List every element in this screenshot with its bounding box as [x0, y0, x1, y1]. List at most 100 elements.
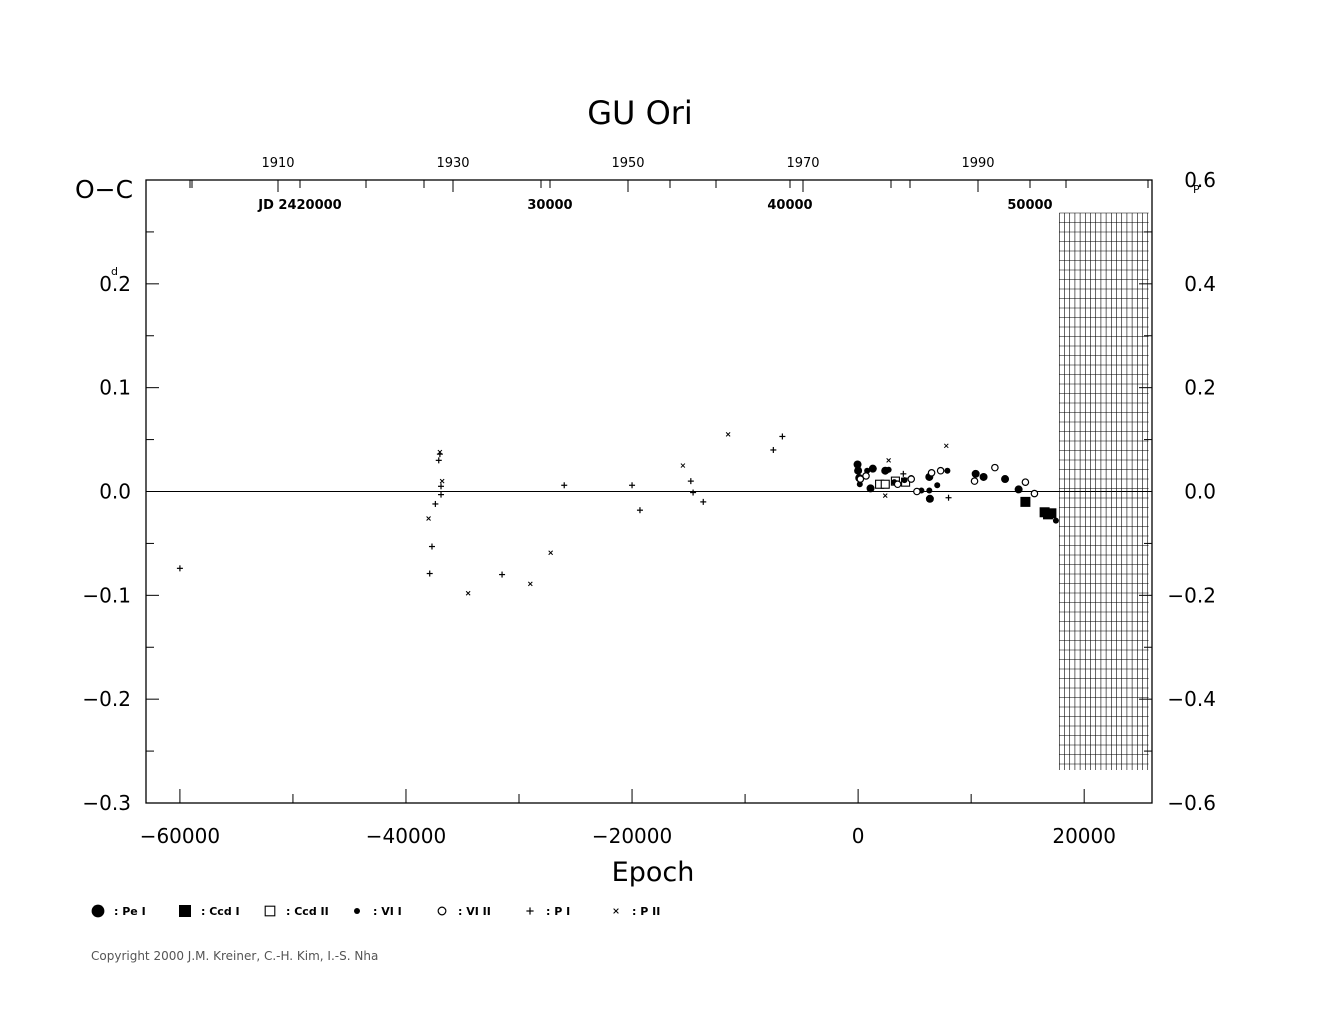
data-point: [527, 581, 533, 587]
y-tick-label: 0.1: [99, 376, 131, 400]
legend-symbol: [91, 904, 105, 918]
data-point: [991, 463, 999, 472]
data-point: [636, 507, 643, 514]
legend-label: : Pe I: [114, 905, 146, 918]
legend-label: : Ccd I: [201, 905, 240, 918]
x-b: [437, 449, 443, 455]
x-b: [943, 443, 949, 449]
legend-label: : P II: [632, 905, 660, 918]
x-tick-label: −20000: [592, 824, 672, 848]
y-unit-right: P: [1193, 183, 1200, 196]
x-tick-label: −40000: [366, 824, 446, 848]
data-point: [901, 477, 908, 484]
data-point: [886, 457, 891, 463]
data-point: [979, 472, 988, 481]
data-point: [885, 466, 892, 473]
y-right-tick-label: −0.4: [1167, 687, 1216, 711]
y-tick-label: 0.0: [99, 480, 131, 504]
legend-item: : Ccd II: [264, 905, 329, 918]
data-point: [880, 479, 890, 489]
x-tick-label: −60000: [140, 824, 220, 848]
top-year-label: 1950: [611, 156, 644, 171]
data-point: [862, 472, 870, 480]
y-right-tick-label: −0.2: [1167, 583, 1216, 607]
data-point: [866, 484, 875, 493]
top-jd-label: 50000: [1007, 198, 1052, 213]
y-right-tick-label: −0.6: [1167, 791, 1216, 815]
x-tick-label: 0: [852, 824, 865, 848]
data-point: [561, 482, 568, 489]
data-point: [700, 498, 707, 505]
data-point: [944, 467, 951, 474]
legend-symbol: [264, 905, 276, 917]
data-point: [437, 449, 443, 455]
y-axis-label: O−C: [75, 175, 133, 204]
legend-symbol: [179, 905, 191, 917]
legend-symbol: [354, 908, 360, 914]
x-b: [439, 478, 445, 484]
data-point: [1030, 489, 1039, 498]
data-point: [855, 466, 862, 473]
y-tick-label: −0.2: [82, 687, 131, 711]
data-point: [426, 516, 431, 521]
x-b: [882, 493, 888, 499]
data-point: [770, 446, 777, 453]
x-b: [725, 432, 731, 437]
legend-symbol: [613, 908, 619, 914]
x-b: [465, 590, 471, 596]
copyright-note: Copyright 2000 J.M. Kreiner, C.-H. Kim, …: [91, 949, 379, 963]
y-right-tick-label: 0.2: [1184, 376, 1216, 400]
data-points: [176, 432, 1059, 596]
data-point: [629, 482, 636, 489]
data-point: [426, 570, 433, 577]
data-point: [927, 469, 936, 477]
data-point: [176, 565, 183, 572]
y-right-tick-label: 0.0: [1184, 480, 1216, 504]
y-right-tick-label: 0.4: [1184, 272, 1216, 296]
data-point: [439, 478, 445, 484]
data-point: [499, 571, 506, 578]
chart-title: GU Ori: [587, 94, 693, 132]
data-point: [1046, 508, 1057, 519]
data-point: [687, 478, 694, 485]
data-point: [970, 477, 979, 485]
data-point: [900, 470, 907, 477]
data-point: [893, 480, 902, 489]
data-point: [1001, 475, 1010, 484]
data-point: [907, 475, 916, 483]
x-b: [426, 516, 431, 521]
data-point: [934, 482, 941, 489]
data-point: [936, 466, 945, 475]
data-point: [856, 481, 863, 488]
x-tick-label: 20000: [1052, 824, 1116, 848]
x-b: [886, 457, 891, 463]
x-axis-label: Epoch: [612, 857, 695, 888]
top-jd-label: JD 2420000: [257, 198, 341, 213]
top-year-label: 1990: [961, 156, 994, 171]
data-point: [548, 550, 554, 556]
data-point: [913, 487, 921, 496]
data-point: [465, 590, 471, 596]
data-point: [943, 443, 949, 449]
legend-label: : VI I: [373, 905, 402, 918]
data-point: [925, 494, 934, 503]
data-point: [945, 494, 952, 501]
data-point: [432, 500, 439, 507]
top-year-label: 1910: [261, 156, 294, 171]
legend-item: : P I: [526, 905, 570, 918]
data-point: [779, 433, 786, 440]
top-jd-label: 40000: [767, 198, 812, 213]
data-point: [1014, 485, 1023, 494]
legend-item: : Ccd I: [179, 905, 240, 918]
data-point: [428, 543, 435, 550]
x-b: [680, 463, 686, 468]
data-point: [1020, 496, 1031, 507]
legend-item: : VI I: [354, 905, 402, 918]
x-b: [548, 550, 554, 556]
legend-label: : P I: [546, 905, 570, 918]
axes-ticks: −60000 −40000 −20000 0 20000 0.2 0.1 0.0 −0.1 −0.…: [82, 156, 1216, 848]
top-year-label: 1970: [786, 156, 819, 171]
data-point: [856, 475, 865, 483]
data-point: [971, 469, 980, 478]
